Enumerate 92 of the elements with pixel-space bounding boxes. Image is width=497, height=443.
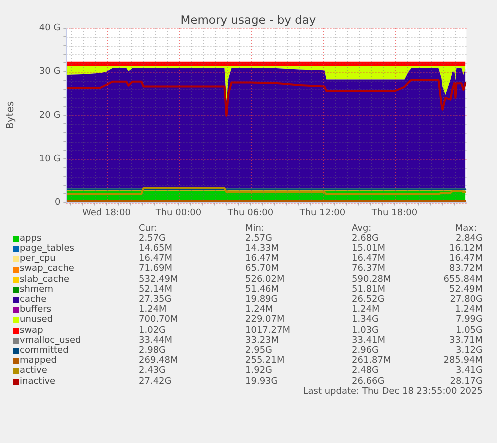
text: 27.80G: [450, 295, 483, 306]
text: 261.87M: [352, 356, 392, 366]
text: 1017.27M: [246, 326, 290, 336]
x-tick-label: Thu 06:00: [226, 208, 274, 218]
text: 16.47M: [246, 254, 280, 264]
text: 2.48G: [352, 366, 380, 376]
text: 2.43G: [139, 366, 166, 376]
text: 65.70M: [246, 264, 280, 274]
text: 1.03G: [352, 326, 380, 336]
text: 590.28M: [352, 274, 392, 285]
text: 1.05G: [456, 326, 483, 336]
text: 1.24M: [352, 305, 380, 316]
text: 33.23M: [246, 336, 280, 346]
text: 16.47M: [139, 254, 173, 264]
legend-label: shmem: [20, 284, 54, 295]
text: 14.65M: [139, 244, 173, 254]
text: 1.24M: [246, 305, 274, 316]
y-tick-label: 40 G: [39, 24, 61, 34]
text: 526.02M: [246, 274, 285, 285]
text: 255.21M: [246, 356, 285, 366]
text: 2.84G: [456, 234, 483, 244]
text: 1.24M: [139, 305, 167, 316]
text: 51.46M: [246, 284, 280, 295]
y-axis-title: Bytes: [6, 101, 17, 130]
text: 28.17G: [450, 376, 483, 387]
legend-label: mapped: [20, 356, 57, 366]
text: 51.81M: [352, 284, 386, 295]
text: 52.49M: [449, 284, 483, 295]
text: 16.47M: [352, 254, 386, 264]
x-tick-label: Wed 18:00: [82, 208, 132, 218]
text: Min:: [246, 224, 265, 234]
text: 26.52G: [352, 295, 385, 306]
text: 2.57G: [246, 234, 273, 244]
text: 269.48M: [139, 356, 178, 366]
text: 33.44M: [139, 336, 173, 346]
legend-label: committed: [20, 346, 69, 356]
text: 16.12M: [449, 244, 483, 254]
legend-label: slab_cache: [20, 274, 70, 285]
text: 1.24M: [455, 305, 483, 316]
legend-label: unused: [20, 315, 54, 326]
text: 19.89G: [246, 295, 278, 306]
text: 2.98G: [139, 346, 166, 356]
y-tick-label: 20 G: [39, 110, 61, 121]
text: 532.49M: [139, 274, 178, 285]
text: 7.99G: [456, 315, 483, 326]
text: Max:: [455, 224, 477, 234]
text: 2.96G: [352, 346, 380, 356]
text: 700.70M: [139, 315, 178, 326]
text: 2.57G: [139, 234, 166, 244]
x-tick-label: Thu 12:00: [298, 208, 346, 218]
legend-label: apps: [20, 234, 42, 244]
x-tick-label: Thu 18:00: [370, 208, 418, 218]
text: 1.92G: [246, 366, 273, 376]
text: Last update: Thu Dec 18 23:55:00 2025: [303, 386, 483, 398]
text: 52.14M: [139, 284, 173, 295]
text: 2.68G: [352, 234, 380, 244]
text: Avg:: [352, 224, 372, 234]
text: 33.41M: [352, 336, 386, 346]
text: 285.94M: [444, 356, 483, 366]
text: 76.37M: [352, 264, 386, 274]
text: 71.69M: [139, 264, 173, 274]
y-tick-label: 10 G: [39, 154, 61, 164]
text: 229.07M: [246, 315, 285, 326]
legend-label: vmalloc_used: [20, 336, 82, 346]
text: 1.02G: [139, 326, 166, 336]
legend-label: per_cpu: [20, 254, 56, 264]
legend-label: active: [20, 366, 48, 377]
text: 2.95G: [246, 346, 273, 356]
text: 3.41G: [456, 366, 483, 376]
text: 27.35G: [139, 295, 172, 306]
chart-title: Memory usage - by day: [180, 12, 316, 27]
legend-label: buffers: [20, 305, 52, 316]
text: 26.66G: [352, 376, 385, 387]
y-tick-label: 30 G: [39, 67, 61, 78]
legend-label: swap: [20, 326, 44, 336]
text: 33.71M: [449, 336, 483, 346]
text: 655.84M: [444, 274, 483, 285]
text: 3.12G: [456, 346, 483, 356]
text: 83.72M: [449, 264, 483, 274]
legend-label: inactive: [20, 376, 56, 387]
text: 14.33M: [246, 244, 280, 254]
text: 27.42G: [139, 376, 172, 387]
text: 1.34G: [352, 315, 380, 326]
y-tick-label: 0: [54, 198, 61, 208]
text: 16.47M: [449, 254, 483, 264]
legend-label: cache: [20, 295, 47, 306]
text: Cur:: [139, 224, 158, 234]
x-tick-label: Thu 00:00: [154, 208, 202, 218]
legend-label: page_tables: [20, 244, 74, 254]
legend-label: swap_cache: [20, 264, 74, 275]
text: 15.01M: [352, 244, 386, 254]
text: 19.93G: [246, 376, 278, 387]
